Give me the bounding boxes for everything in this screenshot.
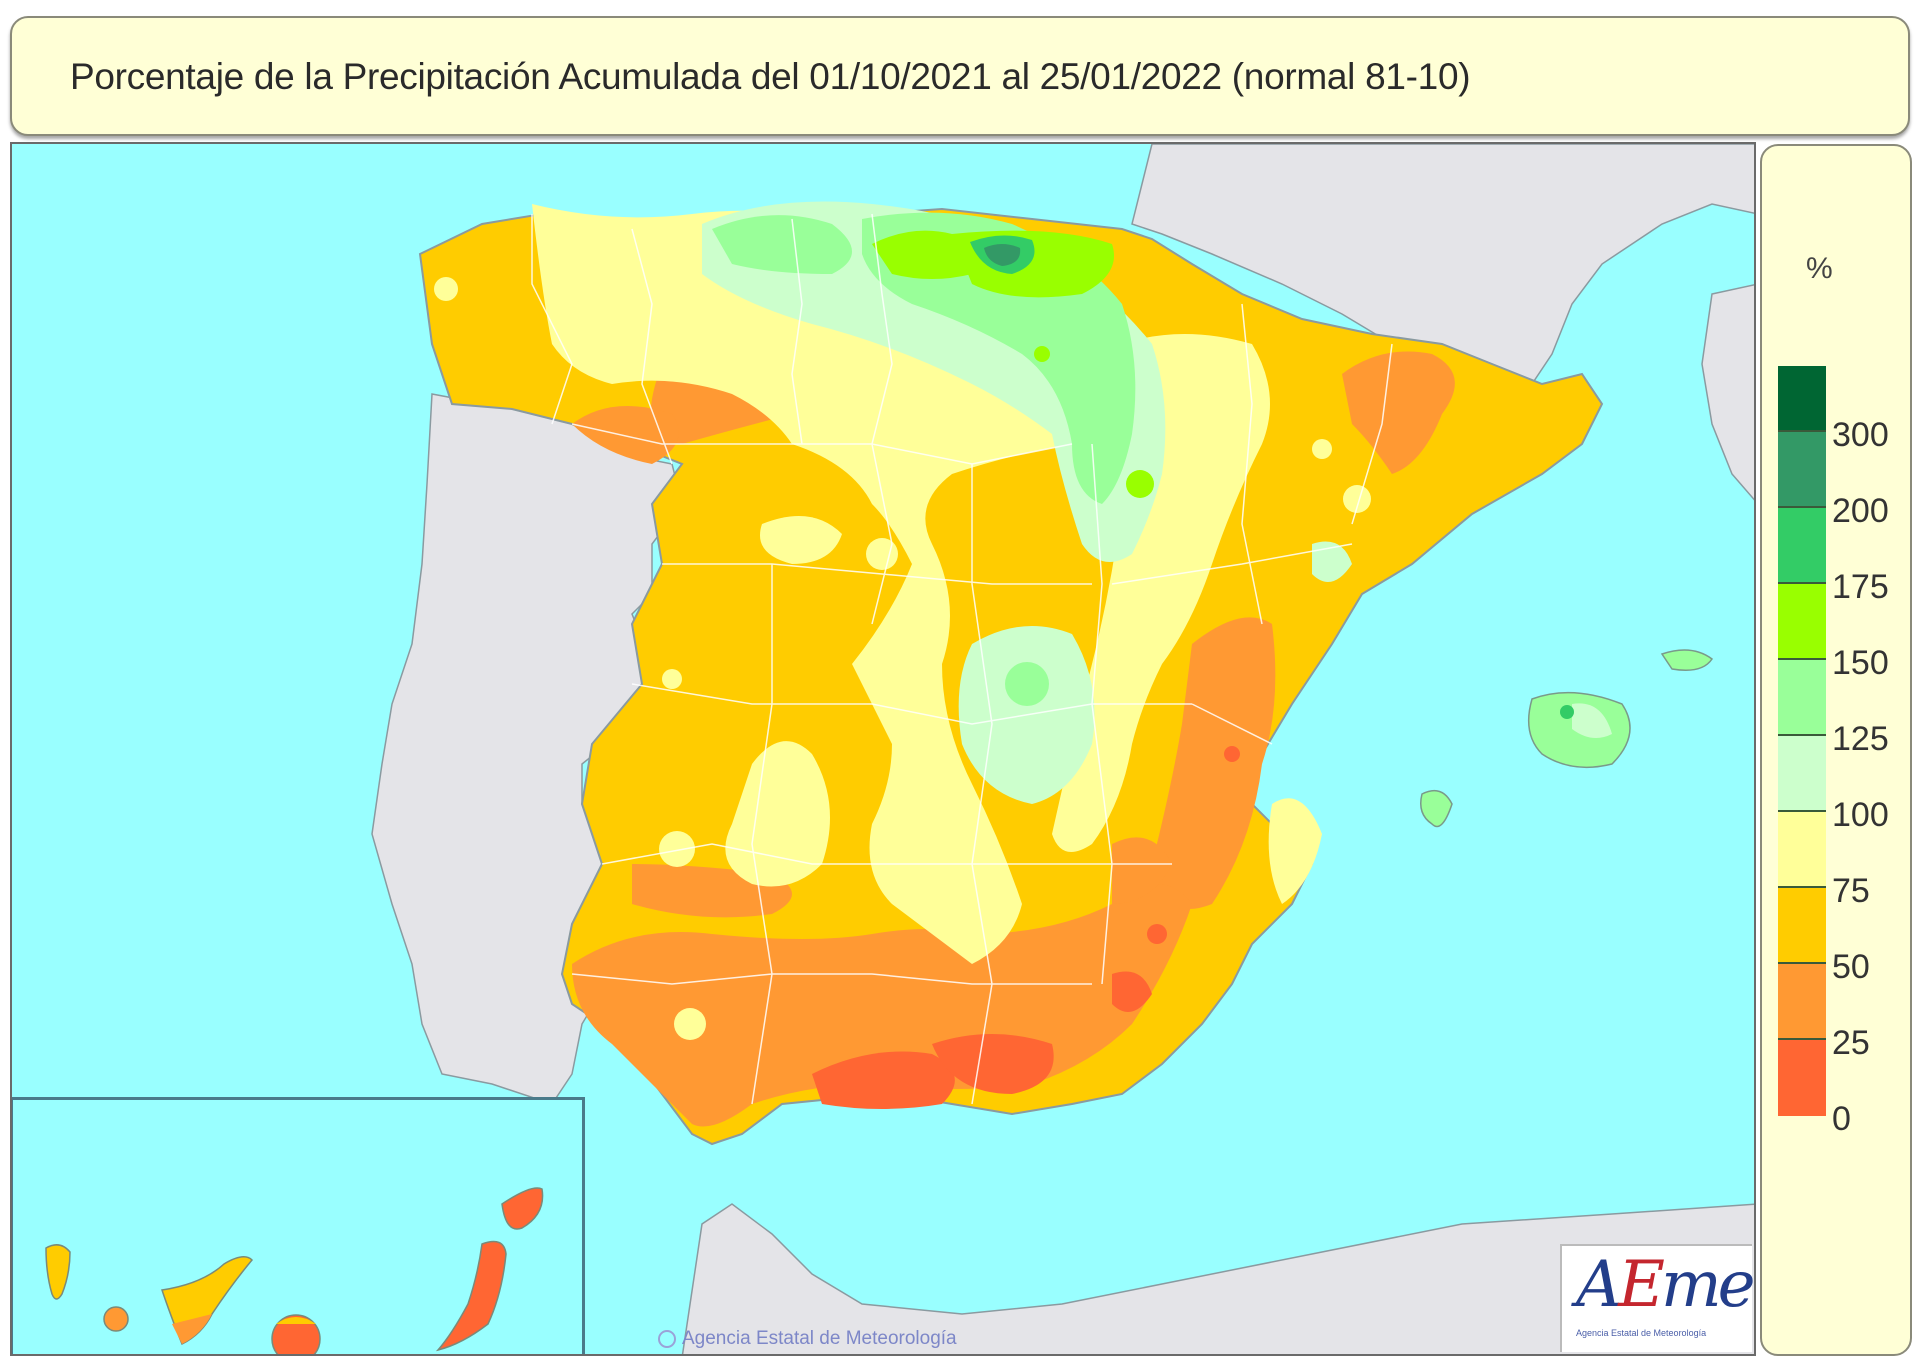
title-box: Porcentaje de la Precipitación Acumulada… bbox=[10, 16, 1910, 136]
legend-swatch-75-100 bbox=[1778, 812, 1826, 888]
spain-precipitation-map bbox=[12, 144, 1754, 1354]
legend-label-150: 150 bbox=[1832, 644, 1889, 682]
legend-label-75: 75 bbox=[1832, 872, 1870, 910]
legend-swatch-125-150 bbox=[1778, 660, 1826, 736]
legend-swatch-175-200 bbox=[1778, 508, 1826, 584]
legend-unit: % bbox=[1806, 252, 1833, 285]
aemet-logo: AEmet Agencia Estatal de Meteorología bbox=[1560, 1244, 1754, 1352]
legend-swatch-200-300 bbox=[1778, 432, 1826, 508]
legend-swatch-100-125 bbox=[1778, 736, 1826, 812]
canary-islands-inset bbox=[12, 1098, 584, 1354]
aemet-logo-wordmark: AEmet bbox=[1576, 1248, 1754, 1322]
legend-swatch-150-175 bbox=[1778, 584, 1826, 660]
aemet-logo-subtitle: Agencia Estatal de Meteorología bbox=[1576, 1328, 1707, 1338]
legend-label-125: 125 bbox=[1832, 720, 1889, 758]
legend-color-bar bbox=[1778, 366, 1826, 1116]
legend-label-100: 100 bbox=[1832, 796, 1889, 834]
map-panel: Agencia Estatal de Meteorología AEmet Ag… bbox=[10, 142, 1756, 1356]
legend-label-0: 0 bbox=[1832, 1100, 1851, 1138]
legend-swatch-50-75 bbox=[1778, 888, 1826, 964]
map-title: Porcentaje de la Precipitación Acumulada… bbox=[70, 56, 1471, 97]
legend-label-50: 50 bbox=[1832, 948, 1870, 986]
legend-label-200: 200 bbox=[1832, 492, 1889, 530]
copyright-text: Agencia Estatal de Meteorología bbox=[682, 1328, 957, 1349]
legend-swatch-gt300 bbox=[1778, 366, 1826, 432]
legend-label-25: 25 bbox=[1832, 1024, 1870, 1062]
legend-label-300: 300 bbox=[1832, 416, 1889, 454]
logo-letters-met: met bbox=[1660, 1248, 1754, 1322]
copyright-notice: Agencia Estatal de Meteorología bbox=[658, 1328, 957, 1350]
legend-swatch-25-50 bbox=[1778, 964, 1826, 1040]
logo-letter-e: E bbox=[1618, 1248, 1665, 1322]
copyright-icon bbox=[658, 1329, 676, 1348]
legend-swatch-0-25 bbox=[1778, 1040, 1826, 1116]
logo-letter-a: A bbox=[1576, 1248, 1622, 1322]
legend-label-175: 175 bbox=[1832, 568, 1889, 606]
legend-panel: % 300 200 175 150 125 100 75 50 25 0 bbox=[1760, 144, 1912, 1356]
